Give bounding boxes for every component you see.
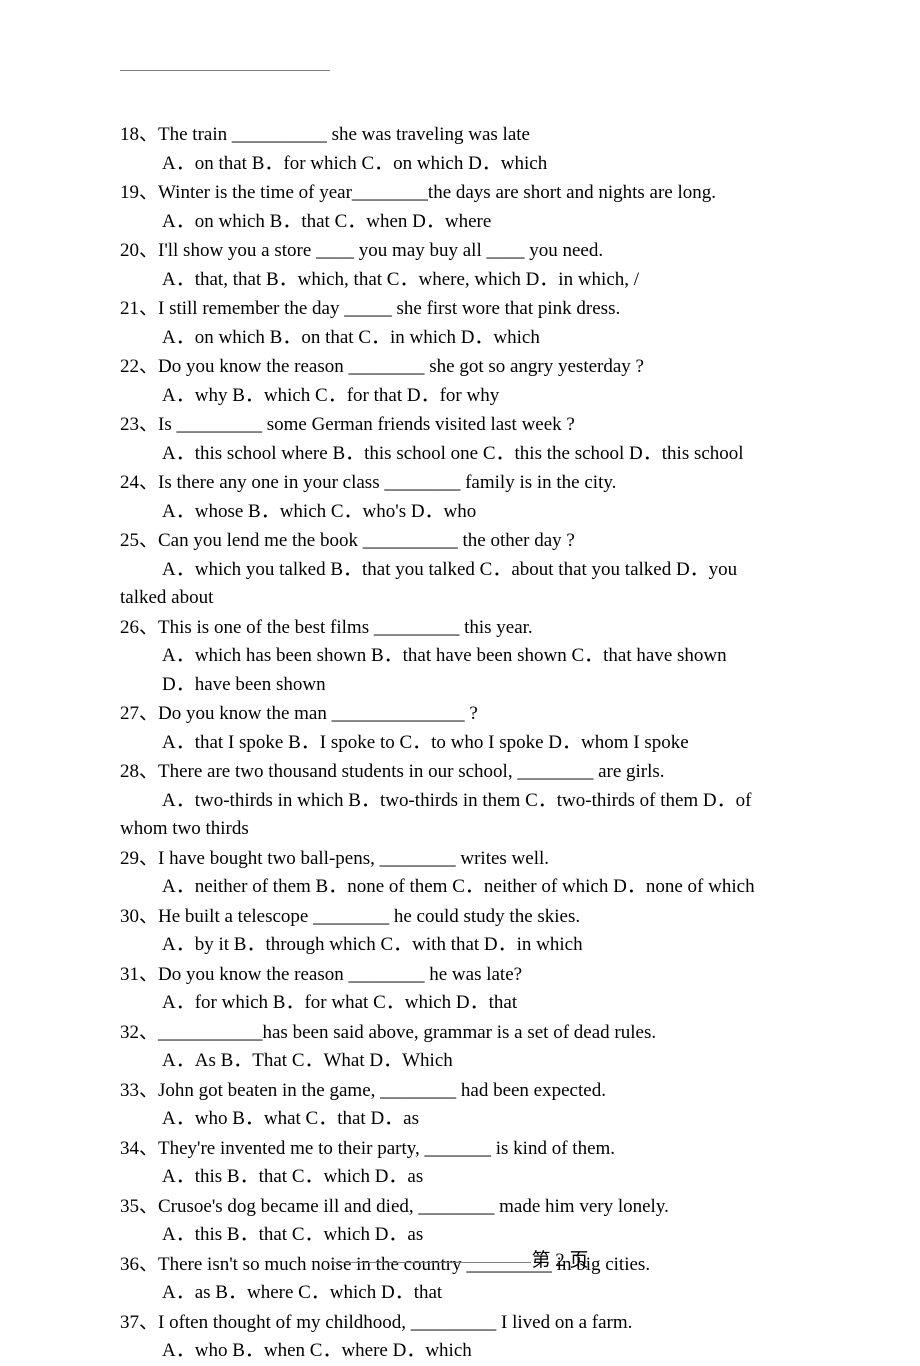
question-stem: 20、I'll show you a store ____ you may bu… (120, 237, 810, 266)
question-stem: 35、Crusoe's dog became ill and died, ___… (120, 1193, 810, 1222)
question-stem: 26、This is one of the best films _______… (120, 614, 810, 643)
question-options: A．this B．that C．which D．as (120, 1163, 810, 1192)
page-footer: 第 2 页 (0, 1245, 920, 1272)
question-stem: 18、The train __________ she was travelin… (120, 121, 810, 150)
question-options: A．neither of them B．none of them C．neith… (120, 873, 810, 902)
question-item: 25、Can you lend me the book __________ t… (120, 527, 810, 613)
question-stem: 25、Can you lend me the book __________ t… (120, 527, 810, 556)
question-options: A．who B．what C．that D．as (120, 1105, 810, 1134)
question-item: 22、Do you know the reason ________ she g… (120, 353, 810, 410)
question-item: 24、Is there any one in your class ______… (120, 469, 810, 526)
top-divider (120, 70, 330, 71)
question-options: A．who B．when C．where D．which (120, 1337, 810, 1366)
question-options: A．on which B．that C．when D．where (120, 208, 810, 237)
page-content: 18、The train __________ she was travelin… (0, 0, 920, 1366)
question-item: 18、The train __________ she was travelin… (120, 121, 810, 178)
question-options: A．this school where B．this school one C．… (120, 440, 810, 469)
question-item: 29、I have bought two ball-pens, ________… (120, 845, 810, 902)
question-options: A．which has been shown B．that have been … (120, 642, 810, 671)
question-options: A．as B．where C．which D．that (120, 1279, 810, 1308)
question-stem: 30、He built a telescope ________ he coul… (120, 903, 810, 932)
question-stem: 22、Do you know the reason ________ she g… (120, 353, 810, 382)
page-number: 第 2 页 (531, 1250, 588, 1271)
question-stem: 28、There are two thousand students in ou… (120, 758, 810, 787)
question-wrap-line: whom two thirds (120, 815, 810, 844)
question-stem: 37、I often thought of my childhood, ____… (120, 1309, 810, 1338)
question-options: A．which you talked B．that you talked C．a… (120, 556, 810, 585)
question-options: A．that, that B．which, that C．where, whic… (120, 266, 810, 295)
question-options: A．for which B．for what C．which D．that (120, 989, 810, 1018)
question-item: 28、There are two thousand students in ou… (120, 758, 810, 844)
question-stem: 27、Do you know the man ______________ ? (120, 700, 810, 729)
question-item: 23、Is _________ some German friends visi… (120, 411, 810, 468)
question-stem: 31、Do you know the reason ________ he wa… (120, 961, 810, 990)
question-item: 27、Do you know the man ______________ ?A… (120, 700, 810, 757)
question-options: A．on that B．for which C．on which D．which (120, 150, 810, 179)
question-item: 37、I often thought of my childhood, ____… (120, 1309, 810, 1366)
question-wrap-line: talked about (120, 584, 810, 613)
question-options: A．by it B．through which C．with that D．in… (120, 931, 810, 960)
question-options: A．that I spoke B．I spoke to C．to who I s… (120, 729, 810, 758)
question-item: 32、___________has been said above, gramm… (120, 1019, 810, 1076)
question-item: 21、I still remember the day _____ she fi… (120, 295, 810, 352)
footer-divider (331, 1262, 531, 1263)
question-item: 34、They're invented me to their party, _… (120, 1135, 810, 1192)
question-options: A．two-thirds in which B．two-thirds in th… (120, 787, 810, 816)
question-options: A．As B．That C．What D．Which (120, 1047, 810, 1076)
question-item: 19、Winter is the time of year________the… (120, 179, 810, 236)
question-item: 35、Crusoe's dog became ill and died, ___… (120, 1193, 810, 1250)
question-item: 33、John got beaten in the game, ________… (120, 1077, 810, 1134)
question-stem: 24、Is there any one in your class ______… (120, 469, 810, 498)
question-item: 31、Do you know the reason ________ he wa… (120, 961, 810, 1018)
question-stem: 34、They're invented me to their party, _… (120, 1135, 810, 1164)
question-list: 18、The train __________ she was travelin… (120, 121, 810, 1366)
question-options-line2: D．have been shown (120, 671, 810, 700)
question-options: A．whose B．which C．who's D．who (120, 498, 810, 527)
question-item: 20、I'll show you a store ____ you may bu… (120, 237, 810, 294)
question-options: A．why B．which C．for that D．for why (120, 382, 810, 411)
question-stem: 19、Winter is the time of year________the… (120, 179, 810, 208)
question-stem: 33、John got beaten in the game, ________… (120, 1077, 810, 1106)
question-stem: 21、I still remember the day _____ she fi… (120, 295, 810, 324)
question-stem: 32、___________has been said above, gramm… (120, 1019, 810, 1048)
question-stem: 23、Is _________ some German friends visi… (120, 411, 810, 440)
question-item: 26、This is one of the best films _______… (120, 614, 810, 700)
question-item: 30、He built a telescope ________ he coul… (120, 903, 810, 960)
question-stem: 29、I have bought two ball-pens, ________… (120, 845, 810, 874)
question-options: A．on which B．on that C．in which D．which (120, 324, 810, 353)
